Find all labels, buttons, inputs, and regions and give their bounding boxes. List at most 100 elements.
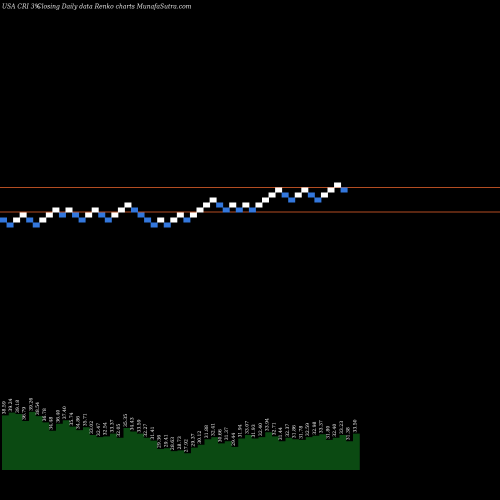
volume-label: 38.54 <box>35 402 41 415</box>
renko-brick-up <box>275 187 283 193</box>
renko-brick-up <box>189 212 197 218</box>
volume-label: 32.47 <box>96 423 102 436</box>
renko-brick-down <box>32 222 40 228</box>
volume-label: 31.80 <box>325 426 331 439</box>
renko-brick-down <box>150 222 158 228</box>
renko-brick-down <box>104 217 112 223</box>
renko-brick-down <box>163 222 171 228</box>
volume-label: 33.07 <box>244 421 250 434</box>
volume-label: 31.41 <box>150 426 156 439</box>
renko-brick-up <box>157 217 165 223</box>
volume-label: 33.02 <box>89 421 95 434</box>
volume-label: 31.86 <box>292 425 298 438</box>
volume-label: 30.66 <box>217 429 223 442</box>
renko-brick-up <box>170 217 178 223</box>
renko-brick-up <box>19 212 27 218</box>
renko-brick-up <box>39 217 47 223</box>
volume-label: 33.37 <box>319 420 325 433</box>
renko-brick-down <box>281 192 289 198</box>
renko-brick-down <box>72 212 80 218</box>
renko-brick-up <box>229 202 237 208</box>
volume-label: 33.94 <box>265 418 271 431</box>
volume-label: 34.86 <box>76 416 82 429</box>
volume-label: 32.40 <box>258 423 264 436</box>
volume-label: 31.88 <box>204 425 210 438</box>
volume-area <box>2 411 360 470</box>
renko-brick-down <box>131 207 138 213</box>
renko-brick-down <box>216 202 224 208</box>
renko-brick-down <box>222 207 230 213</box>
renko-brick-down <box>78 217 86 223</box>
volume-label: 31.78 <box>298 426 304 439</box>
volume-label: 36.79 <box>22 407 28 420</box>
renko-brick-down <box>314 197 322 203</box>
volume-label: 29.36 <box>157 435 163 448</box>
volume-label: 32.27 <box>143 424 149 437</box>
volume-label: 31.94 <box>238 424 244 437</box>
renko-brick-down <box>307 192 315 198</box>
volume-label: 29.44 <box>231 433 237 446</box>
volume-label: 28.73 <box>177 436 183 449</box>
renko-brick-down <box>235 207 243 213</box>
volume-label: 36.40 <box>55 410 61 423</box>
renko-brick-up <box>117 207 125 213</box>
renko-brick-down <box>288 197 296 203</box>
volume-label: 33.50 <box>352 419 358 432</box>
renko-brick-up <box>320 192 328 198</box>
volume-label: 32.54 <box>103 422 109 435</box>
renko-brick-up <box>242 202 250 208</box>
renko-brick-up <box>176 212 184 218</box>
renko-brick-up <box>209 197 217 203</box>
renko-brick-up <box>45 212 53 218</box>
renko-brick-up <box>65 207 73 213</box>
renko-brick-down <box>0 217 7 223</box>
renko-brick-down <box>6 222 14 228</box>
renko-brick-up <box>294 192 302 198</box>
renko-bricks <box>0 182 348 228</box>
renko-brick-down <box>340 187 348 193</box>
volume-label: 28.63 <box>170 437 176 450</box>
volume-label: 33.23 <box>339 421 345 434</box>
renko-brick-up <box>52 207 60 213</box>
renko-brick-up <box>334 182 342 188</box>
volume-label: 33.59 <box>136 419 142 432</box>
renko-brick-up <box>301 187 309 193</box>
volume-label: 37.40 <box>62 406 68 419</box>
volume-label: 31.44 <box>278 427 284 440</box>
renko-brick-up <box>268 192 276 198</box>
volume-label: 32.41 <box>211 423 217 436</box>
header-symbol: USA CRI 3% <box>2 4 41 11</box>
volume-label: 32.59 <box>305 423 311 436</box>
volume-label: 34.43 <box>130 417 136 430</box>
renko-brick-down <box>248 207 256 213</box>
renko-brick-down <box>98 212 106 218</box>
volume-label: 35.74 <box>69 412 75 425</box>
renko-brick-down <box>26 217 34 223</box>
renko-brick-up <box>85 212 93 218</box>
volume-label: 32.40 <box>332 424 338 437</box>
volume-label: 32.37 <box>285 424 291 437</box>
volume-label: 39.26 <box>28 398 34 411</box>
volume-label: 27.92 <box>184 439 190 452</box>
volume-label: 33.37 <box>109 419 115 432</box>
renko-brick-up <box>124 202 132 208</box>
volume-label: 32.98 <box>312 421 318 434</box>
renko-brick-up <box>262 197 269 203</box>
renko-brick-up <box>255 202 263 208</box>
volume-label: 31.38 <box>346 427 352 440</box>
volume-label: 34.48 <box>49 417 55 430</box>
renko-brick-down <box>137 212 145 218</box>
volume-label: 36.78 <box>42 408 48 421</box>
renko-brick-down <box>58 212 66 218</box>
volume-label: 39.24 <box>8 398 14 411</box>
renko-brick-up <box>91 207 99 213</box>
volume-label: 31.37 <box>224 427 230 440</box>
renko-brick-up <box>111 212 119 218</box>
header-caption: Closing Daily data Renko charts MunafaSu… <box>37 4 192 11</box>
renko-brick-up <box>203 202 211 208</box>
renko-brick-up <box>327 187 335 193</box>
volume-label: 35.71 <box>82 413 88 426</box>
volume-label: 32.71 <box>271 422 277 435</box>
